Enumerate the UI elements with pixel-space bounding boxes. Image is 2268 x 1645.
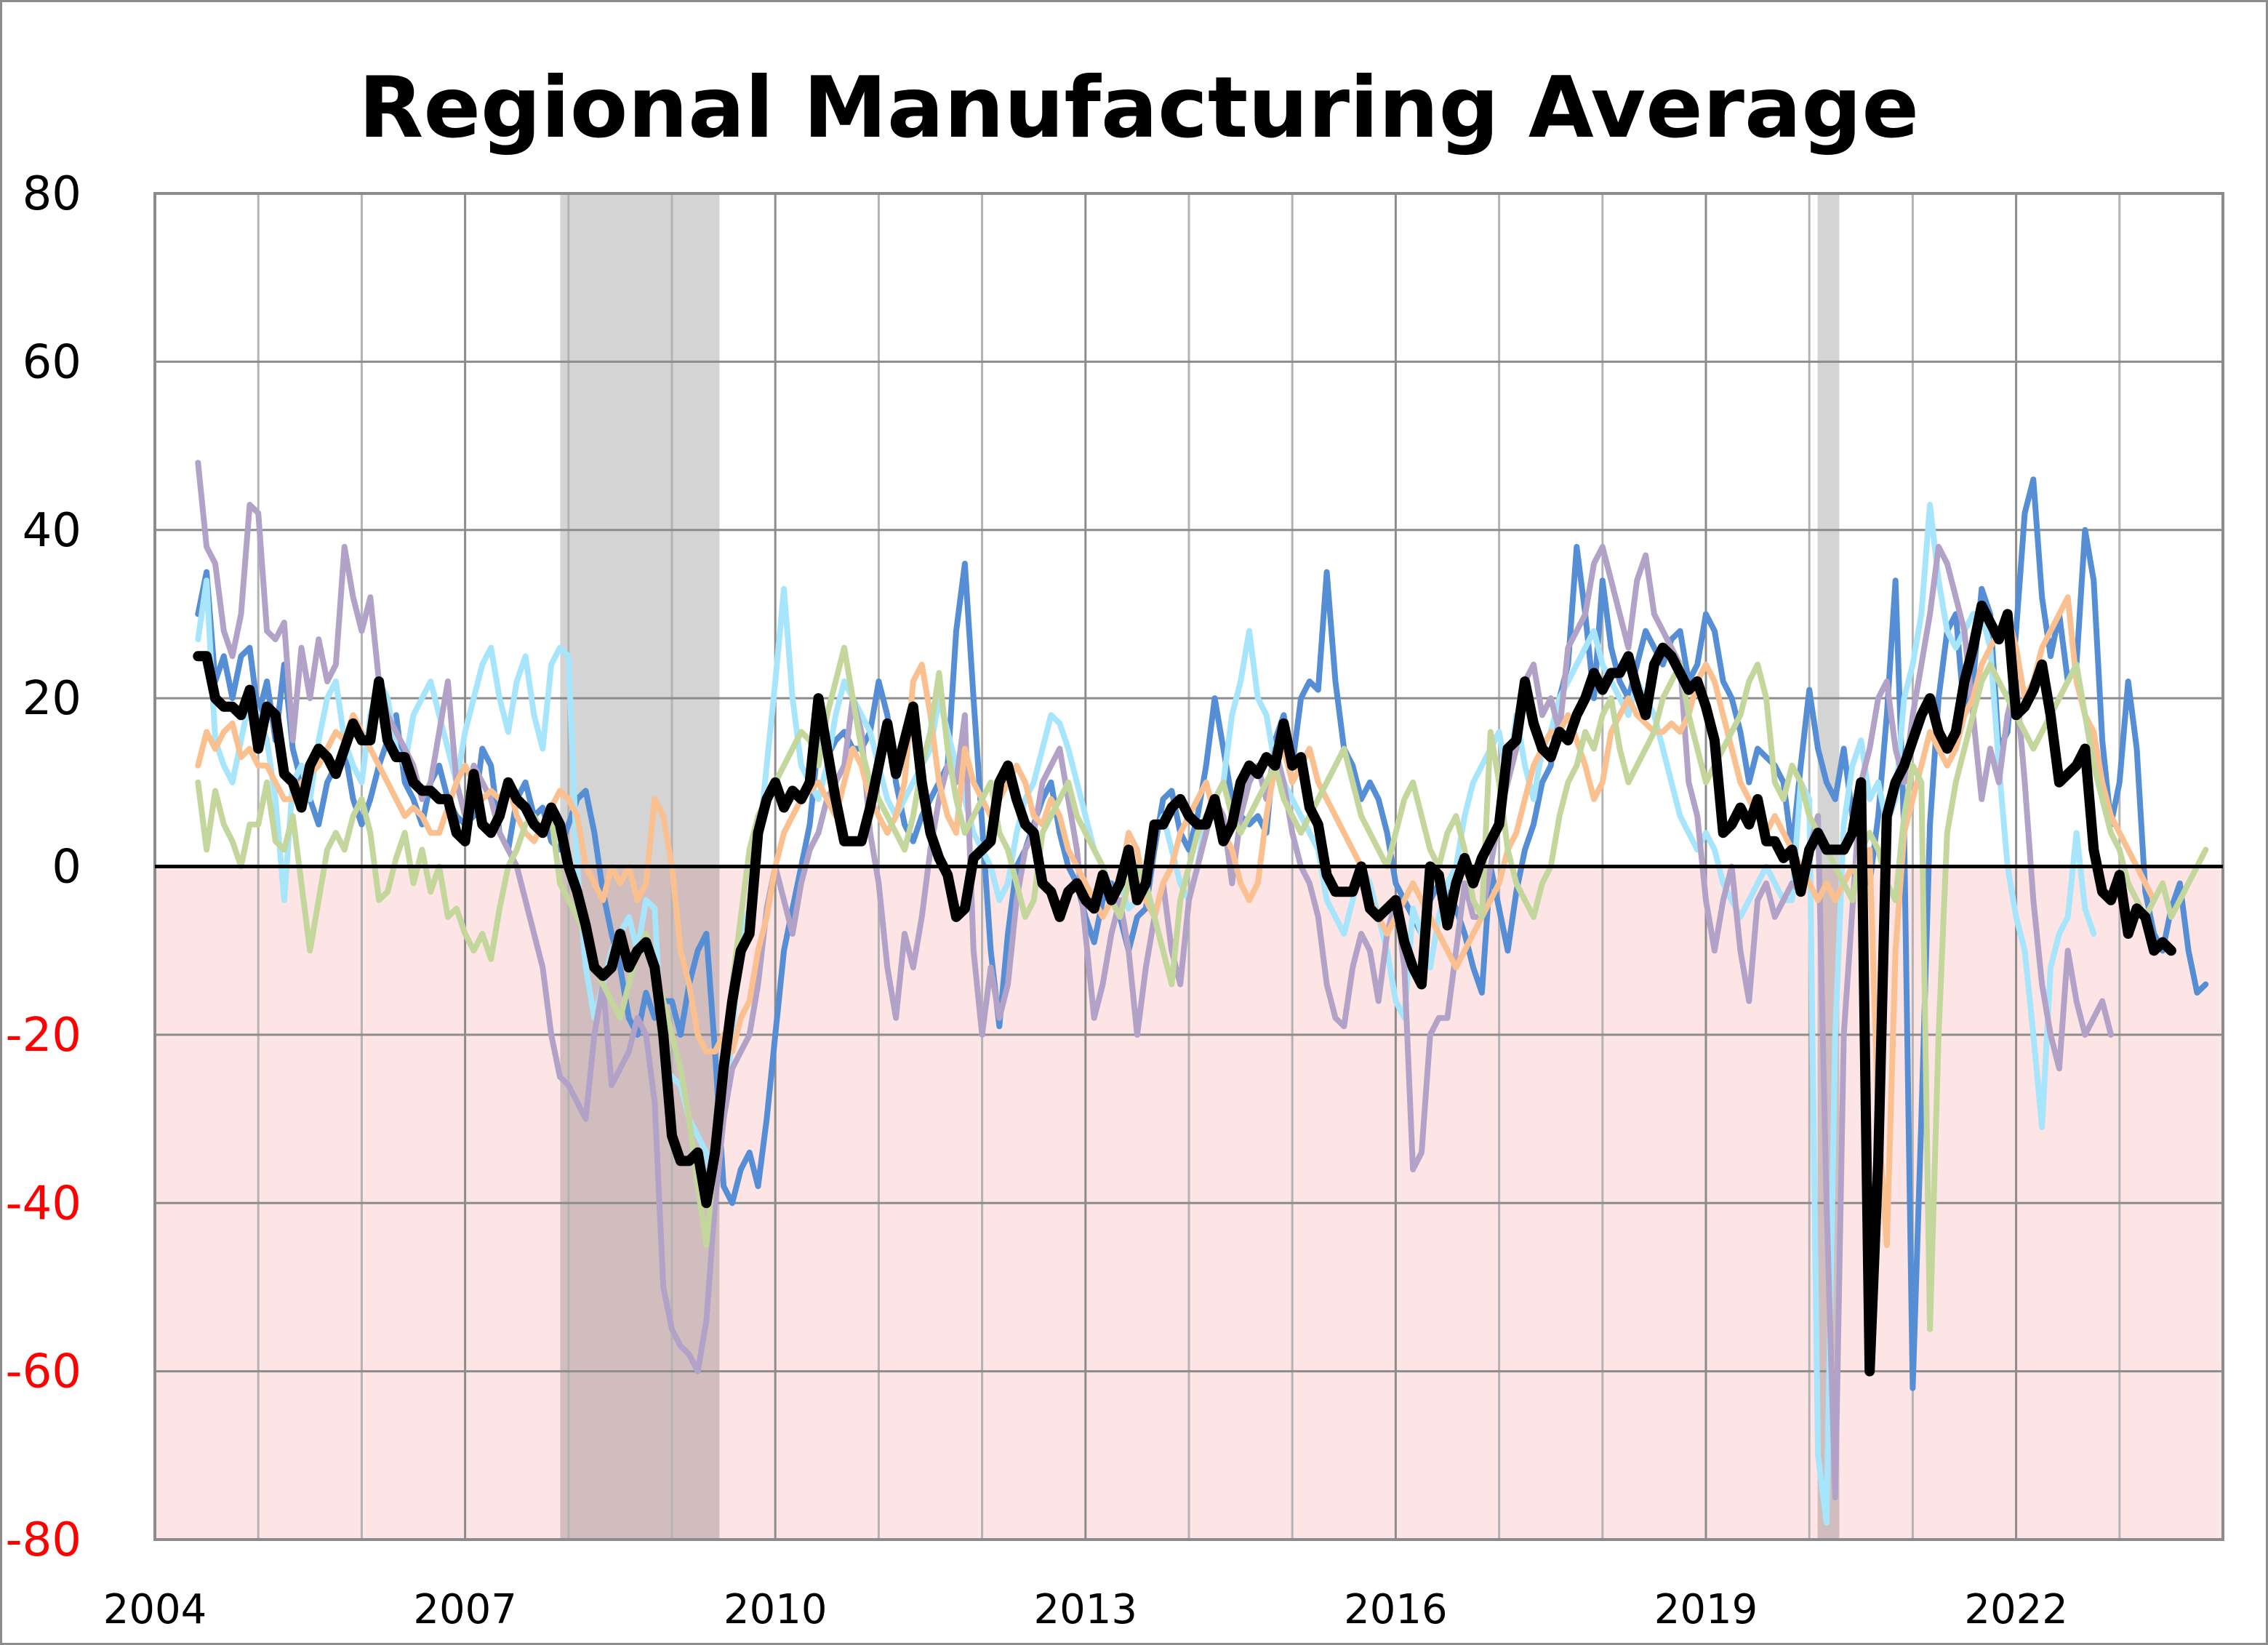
x-tick-label: 2019 [1654,1586,1758,1633]
y-tick-label: 20 [23,672,81,726]
y-tick-label: -40 [5,1177,81,1230]
x-tick-label: 2016 [1344,1586,1448,1633]
x-tick-label: 2007 [413,1586,517,1633]
y-tick-label: 0 [52,841,81,894]
x-tick-label: 2010 [724,1586,828,1633]
y-tick-label: 80 [23,167,81,221]
y-tick-label: -20 [5,1009,81,1062]
series-line-average [193,600,2176,1377]
axes [153,192,2224,1541]
chart-title: Regional Manufacturing Average [358,59,1919,157]
x-tick-label: 2004 [103,1586,207,1633]
x-axis-tick-labels: 2004 2007 2010 2013 2016 2019 2022 [103,1586,2068,1633]
series-lines [193,460,2209,1526]
y-tick-label: 60 [23,335,81,389]
y-tick-label: 40 [23,504,81,558]
y-tick-label: -60 [5,1345,81,1399]
x-tick-label: 2022 [1964,1586,2068,1633]
x-tick-label: 2013 [1034,1586,1138,1633]
y-axis-tick-labels: 80 60 40 20 0 -20 -40 -60 -80 [5,167,81,1567]
y-tick-label: -80 [5,1513,81,1567]
